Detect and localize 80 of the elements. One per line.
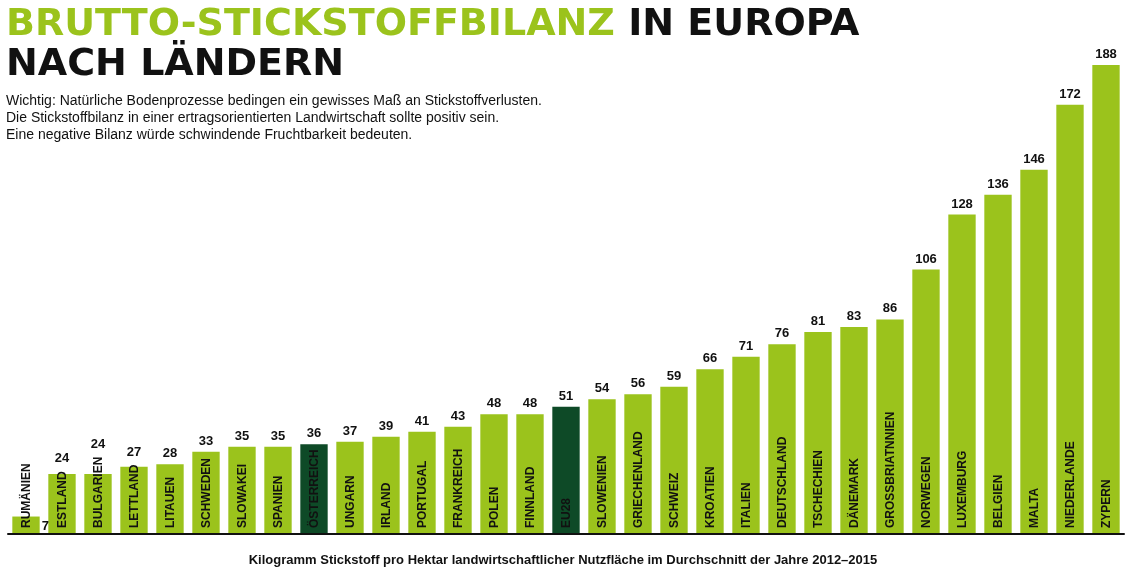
data-label: 106 bbox=[915, 250, 937, 266]
x-tick-label: FRANKREICH bbox=[451, 448, 465, 528]
bar bbox=[372, 436, 400, 534]
data-label: 54 bbox=[594, 380, 610, 396]
x-tick-label: BELGIEN bbox=[991, 474, 1005, 528]
x-tick-label: ÖSTERREICH bbox=[306, 449, 321, 528]
data-label: 51 bbox=[558, 387, 574, 403]
data-label: 28 bbox=[162, 445, 178, 461]
x-tick-label: LUXEMBURG bbox=[955, 450, 969, 528]
x-tick-label: SCHWEDEN bbox=[199, 457, 213, 528]
x-tick-label: SLOWENIEN bbox=[595, 455, 609, 528]
x-tick-label: RUMÄNIEN bbox=[18, 463, 33, 528]
bar bbox=[804, 331, 832, 534]
x-tick-label: SPANIEN bbox=[271, 475, 285, 528]
x-tick-label: NIEDERLANDE bbox=[1063, 441, 1077, 528]
x-tick-label: SCHWEIZ bbox=[667, 472, 681, 528]
data-label: 83 bbox=[846, 307, 862, 323]
data-label: 35 bbox=[234, 427, 250, 443]
data-label: 24 bbox=[90, 435, 106, 451]
x-tick-label: UNGARN bbox=[343, 475, 357, 528]
text: Wichtig: Natürliche Bodenprozesse bedingen ein gewisses Maß an Stickstoffverlusten. Die Stickstoffbilanz in einer ertragsorientierten Landwirtschaft sollte positiv sein. Eine negative Bilanz würde schwindende Fruchtbarkeit bedeuten. bbox=[6, 92, 542, 143]
data-label: 188 bbox=[1095, 45, 1117, 61]
bar bbox=[732, 356, 760, 534]
data-label: 37 bbox=[342, 422, 358, 438]
bar bbox=[1020, 169, 1048, 534]
bar bbox=[768, 344, 796, 534]
x-tick-label: IRLAND bbox=[379, 482, 393, 528]
x-tick-label: POLEN bbox=[487, 486, 501, 528]
data-label: 36 bbox=[306, 425, 322, 441]
x-tick-label: EU28 bbox=[559, 497, 573, 528]
x-tick-label: KROATIEN bbox=[703, 466, 717, 528]
bar bbox=[840, 326, 868, 534]
data-label: 146 bbox=[1023, 150, 1045, 166]
data-label: 41 bbox=[414, 412, 430, 428]
chart-title: BRUTTO-STICKSTOFFBILANZ IN EUROPA NACH LÄNDERN bbox=[6, 0, 860, 84]
x-tick-label: MALTA bbox=[1027, 487, 1041, 528]
x-axis-title: Kilogramm Stickstoff pro Hektar landwirtschaftlicher Nutzfläche im Durchschnitt der Jahre 2012–2015 bbox=[247, 552, 879, 567]
x-tick-label: ESTLAND bbox=[55, 471, 69, 528]
data-label: 136 bbox=[987, 175, 1009, 191]
bar bbox=[984, 194, 1012, 534]
x-tick-label: GRIECHENLAND bbox=[631, 431, 645, 528]
data-label: 48 bbox=[486, 395, 502, 411]
bar bbox=[912, 269, 940, 534]
data-label: 33 bbox=[198, 432, 214, 448]
data-label: 43 bbox=[450, 407, 466, 423]
x-tick-label: TSCHECHIEN bbox=[811, 449, 825, 528]
data-label: 66 bbox=[702, 350, 718, 366]
bar bbox=[696, 369, 724, 534]
x-tick-label: LETTLAND bbox=[127, 464, 141, 528]
data-label: 172 bbox=[1059, 85, 1081, 101]
x-tick-label: ITALIEN bbox=[739, 482, 753, 528]
data-label: 81 bbox=[810, 312, 826, 328]
x-tick-label: BULGARIEN bbox=[91, 456, 105, 528]
x-tick-label: GROSSBRIATNNIEN bbox=[883, 411, 897, 528]
bar bbox=[552, 406, 580, 534]
data-label: 27 bbox=[126, 443, 142, 459]
bar bbox=[948, 214, 976, 534]
x-tick-label: DEUTSCHLAND bbox=[775, 436, 789, 528]
x-tick-label: LITAUEN bbox=[163, 476, 177, 528]
bar bbox=[516, 414, 544, 534]
x-tick-label: SLOWAKEI bbox=[235, 463, 249, 528]
data-label: 56 bbox=[630, 375, 646, 391]
data-label: 48 bbox=[522, 395, 538, 411]
data-label: 128 bbox=[951, 195, 973, 211]
data-label: 86 bbox=[882, 300, 898, 316]
data-label: 24 bbox=[54, 450, 70, 466]
bar bbox=[480, 414, 508, 534]
data-label: 35 bbox=[270, 427, 286, 443]
x-tick-label: PORTUGAL bbox=[415, 460, 429, 528]
data-label: 76 bbox=[774, 325, 790, 341]
data-label: 39 bbox=[378, 417, 394, 433]
x-tick-label: FINNLAND bbox=[523, 466, 537, 528]
bar bbox=[1056, 104, 1084, 534]
data-label: 71 bbox=[738, 337, 754, 353]
bar bbox=[660, 386, 688, 534]
x-tick-label: ZYPERN bbox=[1099, 479, 1113, 528]
bar bbox=[1092, 64, 1120, 534]
data-label: 59 bbox=[666, 367, 682, 383]
x-tick-label: DÄNEMARK bbox=[846, 457, 861, 528]
x-tick-label: NORWEGEN bbox=[919, 456, 933, 528]
